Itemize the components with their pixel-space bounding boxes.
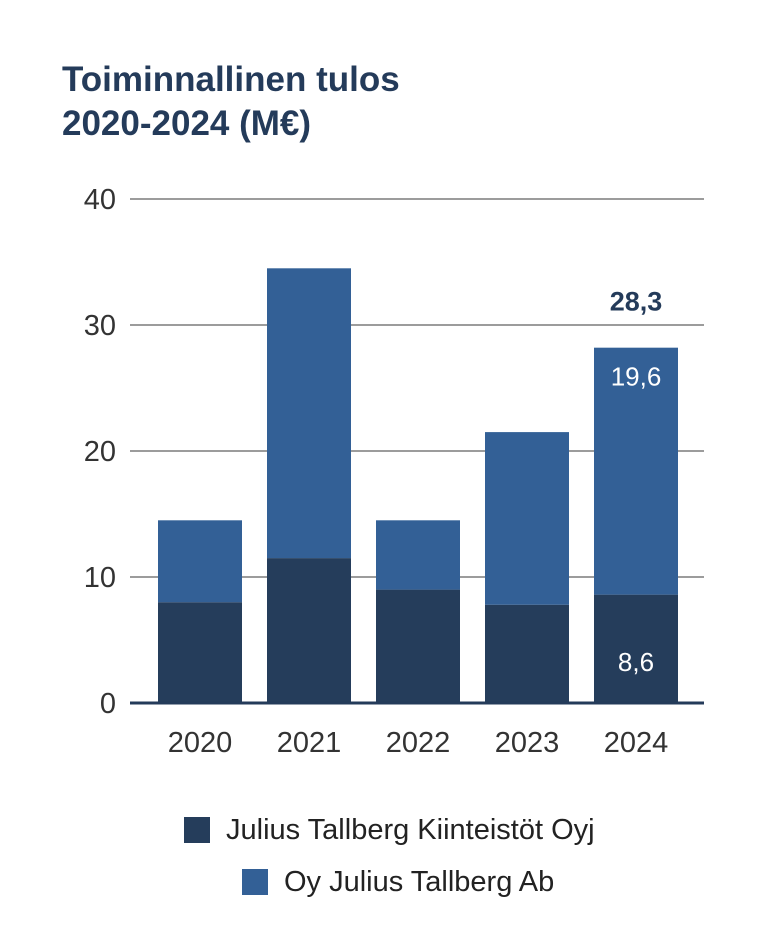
y-tick-label-10: 10 <box>84 562 116 594</box>
data-label-2024-series-2: 19,6 <box>611 362 662 392</box>
chart-title-line-2: 2020-2024 (M€) <box>62 104 312 143</box>
x-tick-label-2024: 2024 <box>604 727 669 759</box>
total-label-2024: 28,3 <box>610 287 663 317</box>
legend-label-julius-tallberg-kiinteistot: Julius Tallberg Kiinteistöt Oyj <box>226 813 595 846</box>
bar-2020-series-1 <box>158 602 242 703</box>
x-tick-label-2020: 2020 <box>168 727 233 759</box>
data-label-2024-series-1: 8,6 <box>618 647 654 677</box>
legend-swatch-julius-tallberg-kiinteistot <box>184 817 210 843</box>
legend: Julius Tallberg Kiinteistöt Oyj Oy Juliu… <box>184 804 595 908</box>
bar-2021-series-2 <box>267 268 351 559</box>
bar-2023-series-2 <box>485 432 569 605</box>
bar-2024-series-1 <box>594 594 678 703</box>
bar-2020-series-2 <box>158 520 242 603</box>
x-tick-label-2023: 2023 <box>495 727 560 759</box>
y-tick-label-30: 30 <box>84 310 116 342</box>
chart-title-line-1: Toiminnallinen tulos <box>62 60 400 99</box>
bar-2022-series-1 <box>376 589 460 703</box>
x-tick-label-2022: 2022 <box>386 727 451 759</box>
x-tick-label-2021: 2021 <box>277 727 342 759</box>
legend-label-oy-julius-tallberg: Oy Julius Tallberg Ab <box>284 865 555 898</box>
bar-2023-series-1 <box>485 604 569 703</box>
y-tick-label-40: 40 <box>84 184 116 216</box>
bar-2024-series-2 <box>594 347 678 595</box>
y-tick-label-0: 0 <box>100 688 116 720</box>
legend-swatch-oy-julius-tallberg <box>242 869 268 895</box>
bar-chart: 0 10 20 30 40 2020 2021 2022 2023 2024 8,6 19,6 28,3 <box>84 184 704 759</box>
y-tick-label-20: 20 <box>84 436 116 468</box>
bar-2022-series-2 <box>376 520 460 590</box>
legend-item-oy-julius-tallberg: Oy Julius Tallberg Ab <box>242 856 595 908</box>
legend-item-julius-tallberg-kiinteistot: Julius Tallberg Kiinteistöt Oyj <box>184 804 595 856</box>
chart-title: Toiminnallinen tulos 2020-2024 (M€) <box>62 58 702 146</box>
bar-2021-series-1 <box>267 558 351 703</box>
